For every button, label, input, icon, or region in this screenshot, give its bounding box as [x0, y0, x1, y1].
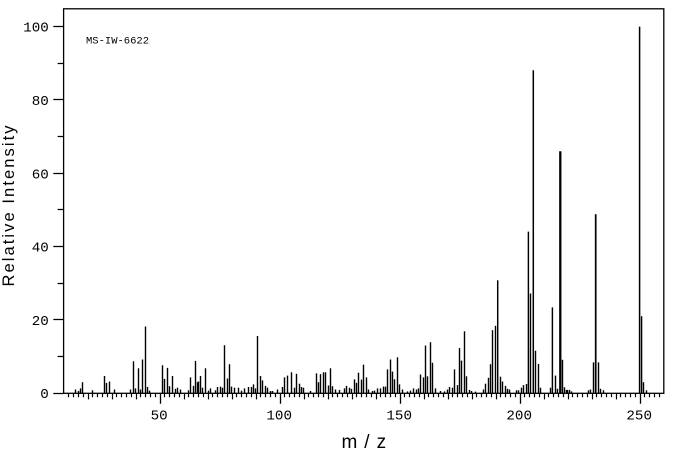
svg-text:250: 250	[626, 409, 652, 425]
svg-text:150: 150	[386, 409, 412, 425]
svg-text:50: 50	[151, 409, 168, 425]
svg-text:100: 100	[266, 409, 292, 425]
svg-text:200: 200	[506, 409, 532, 425]
svg-text:MS-IW-6622: MS-IW-6622	[86, 36, 149, 48]
svg-text:60: 60	[32, 167, 49, 183]
svg-text:20: 20	[32, 314, 49, 330]
svg-text:40: 40	[32, 241, 49, 257]
svg-text:80: 80	[32, 94, 49, 110]
svg-text:0: 0	[40, 387, 49, 403]
svg-text:100: 100	[23, 21, 49, 37]
svg-text:m/z: m/z	[341, 432, 393, 453]
